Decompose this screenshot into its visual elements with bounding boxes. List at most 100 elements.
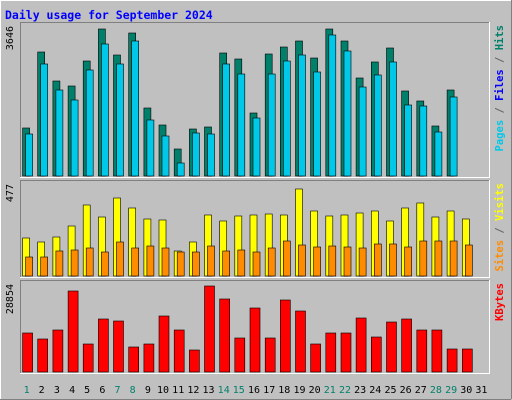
bar-kbytes-day-17 xyxy=(264,337,276,373)
bar-kbytes-day-10 xyxy=(158,315,170,373)
bar-kbytes-day-30 xyxy=(461,348,473,373)
panel-visits-bars xyxy=(22,188,473,277)
x-label-day-8: 8 xyxy=(130,385,136,396)
bar-kbytes-day-22 xyxy=(340,332,352,373)
bar-sites-day-27 xyxy=(419,240,428,277)
bar-sites-day-24 xyxy=(373,243,382,277)
bar-sites-day-22 xyxy=(343,246,352,277)
bar-kbytes-day-9 xyxy=(143,343,155,373)
bar-sites-day-28 xyxy=(434,240,443,277)
bar-sites-day-2 xyxy=(40,256,49,277)
bar-kbytes-day-1 xyxy=(22,332,33,373)
bar-kbytes-day-4 xyxy=(67,290,79,373)
bar-sites-day-29 xyxy=(449,240,458,277)
bar-sites-day-21 xyxy=(328,245,337,277)
panel-hits: 3646 Pages / Files / Hits xyxy=(5,22,506,178)
bar-kbytes-day-21 xyxy=(325,332,337,373)
bar-pages-day-5 xyxy=(85,69,94,177)
bar-kbytes-day-18 xyxy=(279,299,291,373)
bar-sites-day-11 xyxy=(176,251,185,277)
x-label-day-5: 5 xyxy=(84,385,90,396)
bar-pages-day-27 xyxy=(419,105,428,177)
panel-visits-legend: Sites / Visits xyxy=(494,183,506,272)
bar-pages-day-7 xyxy=(116,63,124,177)
bar-kbytes-day-19 xyxy=(295,310,306,373)
x-label-day-20: 20 xyxy=(309,385,321,396)
x-label-day-3: 3 xyxy=(54,385,60,396)
bar-sites-day-9 xyxy=(146,245,155,277)
x-label-day-19: 19 xyxy=(293,385,305,396)
bar-pages-day-1 xyxy=(25,133,33,177)
legend-entry: Files xyxy=(494,69,506,107)
bar-sites-day-7 xyxy=(116,241,124,277)
bar-pages-day-16 xyxy=(252,117,261,177)
bar-sites-day-23 xyxy=(358,247,367,277)
bar-kbytes-day-13 xyxy=(204,285,215,373)
x-label-day-4: 4 xyxy=(69,385,75,396)
bar-sites-day-3 xyxy=(55,250,64,277)
bar-kbytes-day-7 xyxy=(113,320,124,373)
bar-pages-day-6 xyxy=(101,43,109,177)
bar-sites-day-25 xyxy=(389,243,397,277)
panel-visits: 477 Sites / Visits xyxy=(5,180,506,278)
x-label-day-27: 27 xyxy=(415,385,427,396)
bar-kbytes-day-14 xyxy=(219,298,230,373)
bar-pages-day-25 xyxy=(389,61,397,177)
bar-kbytes-day-20 xyxy=(310,343,321,373)
x-label-day-10: 10 xyxy=(157,385,169,396)
bar-pages-day-12 xyxy=(192,132,200,177)
bar-kbytes-day-25 xyxy=(386,321,397,373)
bar-pages-day-2 xyxy=(40,63,49,177)
chart-title: Daily usage for September 2024 xyxy=(5,8,213,22)
bar-kbytes-day-8 xyxy=(128,346,139,373)
bar-sites-day-16 xyxy=(252,251,261,277)
x-label-day-13: 13 xyxy=(202,385,214,396)
x-label-day-16: 16 xyxy=(248,385,260,396)
bar-sites-day-1 xyxy=(25,256,33,277)
bar-pages-day-28 xyxy=(434,131,443,177)
legend-entry: KBytes xyxy=(494,283,506,321)
bar-pages-day-19 xyxy=(298,54,306,177)
panel-hits-max-label: 3646 xyxy=(5,26,16,50)
bar-sites-day-12 xyxy=(192,251,200,277)
bar-sites-day-18 xyxy=(282,240,291,277)
x-label-day-24: 24 xyxy=(369,385,381,396)
bar-pages-day-29 xyxy=(449,96,458,177)
x-label-day-1: 1 xyxy=(24,385,30,396)
legend-entry: Visits xyxy=(494,183,506,227)
bar-pages-day-15 xyxy=(237,73,246,177)
bar-pages-day-20 xyxy=(313,71,321,177)
x-label-day-25: 25 xyxy=(384,385,396,396)
bar-sites-day-8 xyxy=(131,247,139,277)
x-label-day-22: 22 xyxy=(339,385,351,396)
x-label-day-21: 21 xyxy=(324,385,336,396)
panel-hits-bars xyxy=(22,28,458,177)
x-label-day-29: 29 xyxy=(445,385,457,396)
x-label-day-14: 14 xyxy=(218,385,230,396)
x-label-day-12: 12 xyxy=(187,385,199,396)
bar-kbytes-day-16 xyxy=(249,307,261,373)
legend-entry: / xyxy=(494,227,506,240)
bar-pages-day-8 xyxy=(131,40,139,177)
bar-pages-day-22 xyxy=(343,50,352,177)
bar-kbytes-day-27 xyxy=(416,329,428,373)
bar-pages-day-14 xyxy=(222,63,230,177)
bar-pages-day-10 xyxy=(161,135,170,177)
bar-kbytes-day-26 xyxy=(401,318,412,373)
x-label-day-2: 2 xyxy=(39,385,45,396)
legend-entry: Hits xyxy=(494,25,506,57)
bar-pages-day-3 xyxy=(55,89,64,177)
x-label-day-15: 15 xyxy=(233,385,245,396)
bar-pages-day-13 xyxy=(207,133,215,177)
x-label-day-7: 7 xyxy=(114,385,120,396)
bar-pages-day-26 xyxy=(404,104,412,177)
bar-pages-day-21 xyxy=(328,34,337,177)
bar-kbytes-day-5 xyxy=(82,343,94,373)
bar-sites-day-17 xyxy=(267,247,276,277)
bar-kbytes-day-3 xyxy=(52,329,64,373)
bar-pages-day-18 xyxy=(282,60,291,177)
panel-kbytes-max-label: 28854 xyxy=(5,284,16,314)
bar-sites-day-10 xyxy=(161,247,170,277)
legend-entry: Pages xyxy=(494,120,506,152)
